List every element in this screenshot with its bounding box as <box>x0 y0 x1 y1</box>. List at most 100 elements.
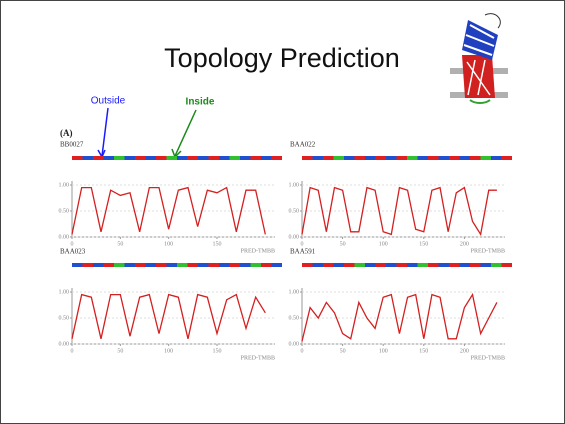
y-tick-label: 1.00 <box>289 289 300 295</box>
topology-segment <box>272 263 283 267</box>
topology-segment <box>355 263 366 267</box>
y-tick-label: 0.50 <box>289 208 300 214</box>
topology-segment <box>156 156 167 160</box>
topology-segment <box>407 263 418 267</box>
x-tick-label: 150 <box>419 348 428 354</box>
topology-segment <box>93 156 104 160</box>
topology-segment <box>334 263 345 267</box>
topology-segment <box>355 156 366 160</box>
topology-segment <box>470 263 481 267</box>
x-tick-label: 50 <box>117 241 123 247</box>
topology-segment <box>114 156 125 160</box>
topology-segment <box>72 156 83 160</box>
x-tick-label: 150 <box>213 348 222 354</box>
panel-footer: PRED-TMBB <box>471 248 505 254</box>
topology-segment <box>481 263 492 267</box>
topology-segment <box>135 263 146 267</box>
y-tick-label: 1.00 <box>59 289 70 295</box>
x-tick-label: 50 <box>340 348 346 354</box>
y-tick-label: 1.00 <box>59 182 70 188</box>
topology-segment <box>376 263 387 267</box>
x-tick-label: 50 <box>340 241 346 247</box>
topology-segment <box>386 156 397 160</box>
x-tick-label: 100 <box>379 241 388 247</box>
topology-segment <box>334 156 345 160</box>
topology-segment <box>376 156 387 160</box>
topology-segment <box>481 156 492 160</box>
outside-label: Outside <box>91 96 126 107</box>
topology-segment <box>125 156 136 160</box>
topology-segment <box>177 263 188 267</box>
topology-segment <box>146 156 157 160</box>
y-tick-label: 1.00 <box>289 182 300 188</box>
slide-title: Topology Prediction <box>164 43 400 73</box>
topology-segment <box>209 156 220 160</box>
topology-segment <box>104 263 115 267</box>
y-tick-label: 0.00 <box>289 234 300 240</box>
topology-segment <box>240 263 251 267</box>
topology-segment <box>261 263 272 267</box>
topology-segment <box>502 156 513 160</box>
x-tick-label: 0 <box>71 241 74 247</box>
topology-segment <box>460 263 471 267</box>
topology-segment <box>344 156 355 160</box>
topology-segment <box>167 156 178 160</box>
topology-segment <box>302 156 313 160</box>
topology-segment <box>344 263 355 267</box>
topology-segment <box>261 156 272 160</box>
x-tick-label: 150 <box>213 241 222 247</box>
panel-label: BAA591 <box>290 248 316 256</box>
x-tick-label: 100 <box>164 348 173 354</box>
topology-segment <box>439 156 450 160</box>
topology-segment <box>428 156 439 160</box>
topology-segment <box>198 263 209 267</box>
topology-segment <box>219 263 230 267</box>
topology-segment <box>156 263 167 267</box>
topology-segment <box>104 156 115 160</box>
topology-segment <box>272 156 283 160</box>
topology-segment <box>365 263 376 267</box>
topology-segment <box>135 156 146 160</box>
topology-segment <box>188 263 199 267</box>
topology-segment <box>251 263 262 267</box>
x-tick-label: 50 <box>117 348 123 354</box>
topology-segment <box>83 156 94 160</box>
x-tick-label: 150 <box>419 241 428 247</box>
topology-segment <box>439 263 450 267</box>
topology-segment <box>125 263 136 267</box>
topology-segment <box>313 156 324 160</box>
x-tick-label: 100 <box>164 241 173 247</box>
topology-segment <box>428 263 439 267</box>
x-tick-label: 100 <box>379 348 388 354</box>
x-tick-label: 200 <box>460 241 469 247</box>
topology-segment <box>491 263 502 267</box>
figure-label: (A) <box>60 128 73 138</box>
x-tick-label: 0 <box>71 348 74 354</box>
topology-segment <box>449 156 460 160</box>
panel-footer: PRED-TMBB <box>241 248 275 254</box>
x-tick-label: 0 <box>301 241 304 247</box>
panel-label: BAA022 <box>290 141 316 149</box>
topology-segment <box>313 263 324 267</box>
topology-segment <box>251 156 262 160</box>
panel-footer: PRED-TMBB <box>471 355 505 361</box>
y-tick-label: 0.00 <box>59 234 70 240</box>
topology-segment <box>449 263 460 267</box>
topology-segment <box>198 156 209 160</box>
inside-label: Inside <box>186 97 215 108</box>
topology-segment <box>302 263 313 267</box>
topology-segment <box>188 156 199 160</box>
topology-segment <box>386 263 397 267</box>
x-tick-label: 0 <box>301 348 304 354</box>
slide: Topology Prediction Outside Inside (A) B… <box>0 0 565 424</box>
topology-segment <box>83 263 94 267</box>
topology-segment <box>470 156 481 160</box>
topology-segment <box>146 263 157 267</box>
y-tick-label: 0.00 <box>289 341 300 347</box>
panel-label: BAA023 <box>60 248 86 256</box>
topology-segment <box>460 156 471 160</box>
topology-segment <box>397 156 408 160</box>
topology-segment <box>240 156 251 160</box>
topology-segment <box>365 156 376 160</box>
y-tick-label: 0.00 <box>59 341 70 347</box>
